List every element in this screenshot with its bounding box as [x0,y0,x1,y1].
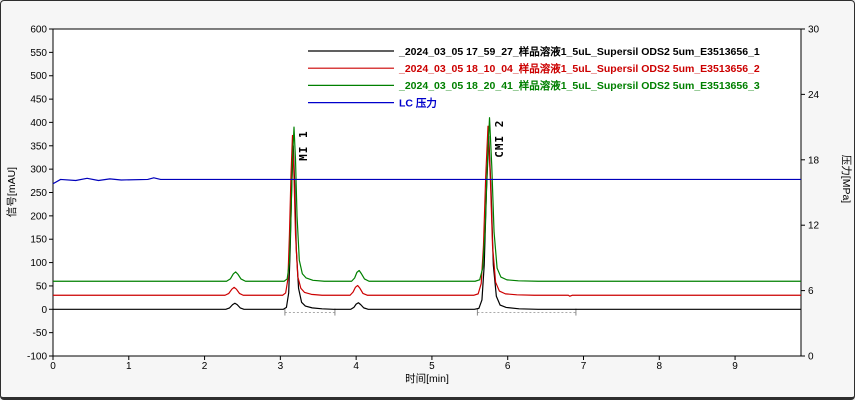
left-axis-tick-label: 50 [36,281,48,292]
left-axis-tick-label: -100 [27,352,47,363]
left-y-axis-title: 信号[mAU] [6,167,18,217]
left-axis-tick-label: 350 [30,141,47,152]
right-axis-tick-label: 30 [808,25,820,36]
x-axis-tick-label: 6 [505,361,511,372]
left-axis-tick-label: 300 [30,165,47,176]
trace-2 [53,125,801,297]
x-axis-tick-label: 3 [278,361,284,372]
left-axis-tick-label: 0 [41,305,47,316]
left-axis-tick-label: 250 [30,188,47,199]
right-axis-tick-label: 18 [808,155,820,166]
legend-entry-label: _2024_03_05 18_10_04_样品溶液1_5uL_Supersil … [398,62,760,75]
right-axis-tick-label: 24 [808,90,820,101]
x-axis-tick-label: 2 [202,361,208,372]
legend-entry-label: LC 压力 [399,96,437,109]
right-axis-tick-label: 0 [808,352,814,363]
left-axis-tick-label: 450 [30,95,47,106]
peak-label: CMI 2 [493,120,506,158]
x-axis-title: 时间[min] [405,372,449,385]
x-axis-tick-label: 9 [732,361,738,372]
trace-4 [52,177,801,185]
legend-entry-label: _2024_03_05 18_20_41_样品溶液1_5uL_Supersil … [398,79,760,92]
left-axis-tick-label: 150 [30,235,47,246]
x-axis-tick-label: 0 [50,361,56,372]
left-axis-tick-label: 400 [30,118,47,129]
peak-label: MI 1 [297,130,310,161]
x-axis-tick-label: 5 [429,361,435,372]
x-axis-tick-label: 8 [657,361,663,372]
left-axis-tick-label: 600 [30,25,47,36]
left-axis-tick-label: 550 [30,48,47,59]
trace-3 [53,117,801,282]
legend-entry-label: _2024_03_05 17_59_27_样品溶液1_5uL_Supersil … [398,45,760,58]
left-axis-tick-label: 100 [30,258,47,269]
x-axis-tick-label: 4 [353,361,359,372]
right-axis-tick-label: 12 [808,221,820,232]
right-axis-tick-label: 6 [808,286,814,297]
left-axis-tick-label: 500 [30,71,47,82]
x-axis-tick-label: 1 [126,361,132,372]
left-axis-tick-label: -50 [33,328,48,339]
left-axis-tick-label: 200 [30,211,47,222]
x-axis-tick-label: 7 [581,361,587,372]
right-y-axis-title: 压力[MPa] [840,155,853,204]
plot-area [52,28,802,357]
